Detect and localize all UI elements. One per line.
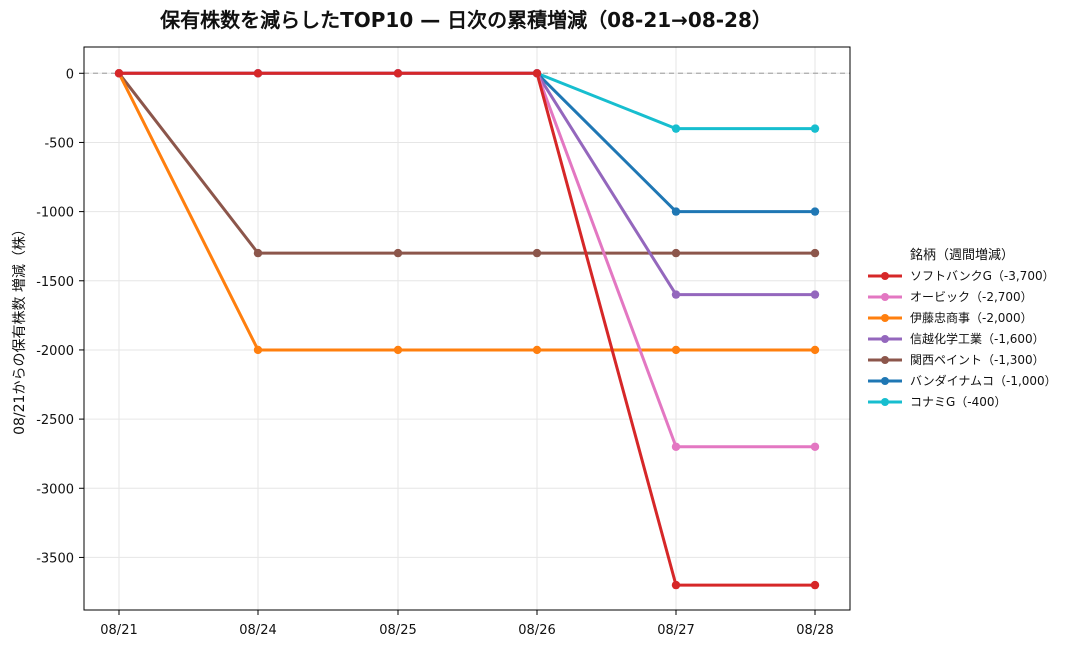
data-point (671, 290, 681, 299)
data-point (393, 345, 403, 355)
data-point (671, 124, 681, 133)
series-line (114, 69, 820, 258)
legend-marker (881, 335, 889, 343)
series-path (119, 71, 815, 131)
data-point (810, 248, 820, 258)
legend-marker (881, 293, 889, 301)
series-line (114, 69, 820, 451)
series-path (119, 71, 815, 297)
legend-item[interactable]: バンダイナムコ（-1,000） (868, 373, 1057, 388)
legend-label: 信越化学工業（-1,600） (910, 331, 1045, 346)
legend-marker (881, 272, 889, 280)
legend[interactable]: 銘柄（週間増減） ソフトバンクG（-3,700） オービック（-2,700） 伊藤忠商… (868, 247, 1057, 409)
data-point (671, 248, 681, 258)
data-point (671, 207, 681, 216)
data-point (810, 124, 820, 133)
legend-item[interactable]: 関西ペイント（-1,300） (868, 353, 1045, 367)
series-path (119, 71, 815, 587)
y-tick-label: -3500 (36, 551, 74, 566)
y-tick-label: 0 (66, 67, 74, 82)
data-point (810, 290, 820, 299)
legend-label: ソフトバンクG（-3,700） (910, 269, 1055, 283)
y-tick-label: -1000 (36, 206, 74, 221)
series-line (114, 69, 820, 299)
data-point (253, 69, 263, 78)
x-tick-label: 08/21 (100, 623, 137, 638)
plot-frame (83, 46, 851, 611)
legend-item[interactable]: ソフトバンクG（-3,700） (868, 269, 1055, 283)
data-point (393, 248, 403, 258)
data-point (810, 345, 820, 355)
legend-item[interactable]: 伊藤忠商事（-2,000） (868, 310, 1033, 325)
y-tick-label: -2500 (36, 413, 74, 428)
legend-label: バンダイナムコ（-1,000） (910, 373, 1057, 388)
grid (84, 47, 850, 610)
legend-label: オービック（-2,700） (910, 290, 1033, 304)
legend-marker (881, 377, 889, 385)
data-point (532, 248, 542, 258)
data-point (671, 580, 681, 590)
data-point (671, 345, 681, 355)
series-path (117, 72, 815, 352)
series-line (114, 69, 820, 133)
data-point (671, 442, 681, 451)
legend-marker (881, 398, 889, 406)
data-point (253, 345, 263, 355)
data-point (810, 580, 820, 590)
data-point (393, 69, 403, 78)
data-point (532, 345, 542, 355)
x-tick-label: 08/25 (379, 623, 416, 638)
legend-label: コナミG（-400） (910, 395, 1007, 409)
x-tick-label: 08/24 (239, 623, 276, 638)
legend-title: 銘柄（週間増減） (910, 247, 1014, 263)
y-tick-label: -3000 (36, 482, 74, 497)
legend-item[interactable]: 信越化学工業（-1,600） (868, 331, 1045, 346)
series-line (114, 69, 820, 590)
legend-label: 関西ペイント（-1,300） (910, 353, 1045, 367)
series-path (117, 72, 815, 255)
x-tick-label: 08/27 (657, 623, 694, 638)
legend-item[interactable]: コナミG（-400） (868, 395, 1007, 409)
data-point (532, 69, 542, 78)
y-tick-label: -1500 (36, 275, 74, 290)
data-point (253, 248, 263, 258)
legend-label: 伊藤忠商事（-2,000） (910, 310, 1033, 325)
series-group (114, 69, 820, 590)
y-tick-label: -500 (44, 136, 74, 151)
y-tick-label: -2000 (36, 344, 74, 359)
legend-item[interactable]: オービック（-2,700） (868, 290, 1033, 304)
data-point (810, 207, 820, 216)
data-point (810, 442, 820, 451)
axes: 08/21 08/24 08/25 08/26 08/27 08/28 0 -500 -1000… (36, 67, 834, 638)
x-tick-label: 08/26 (518, 623, 555, 638)
data-point (114, 69, 124, 78)
legend-marker (881, 314, 889, 322)
chart-title: 保有株数を減らしたTOP10 — 日次の累積増減（08-21→08-28） (159, 8, 772, 32)
x-tick-label: 08/28 (796, 623, 833, 638)
y-axis-label: 08/21からの保有株数 増減（株） (11, 222, 28, 435)
legend-marker (881, 356, 889, 364)
